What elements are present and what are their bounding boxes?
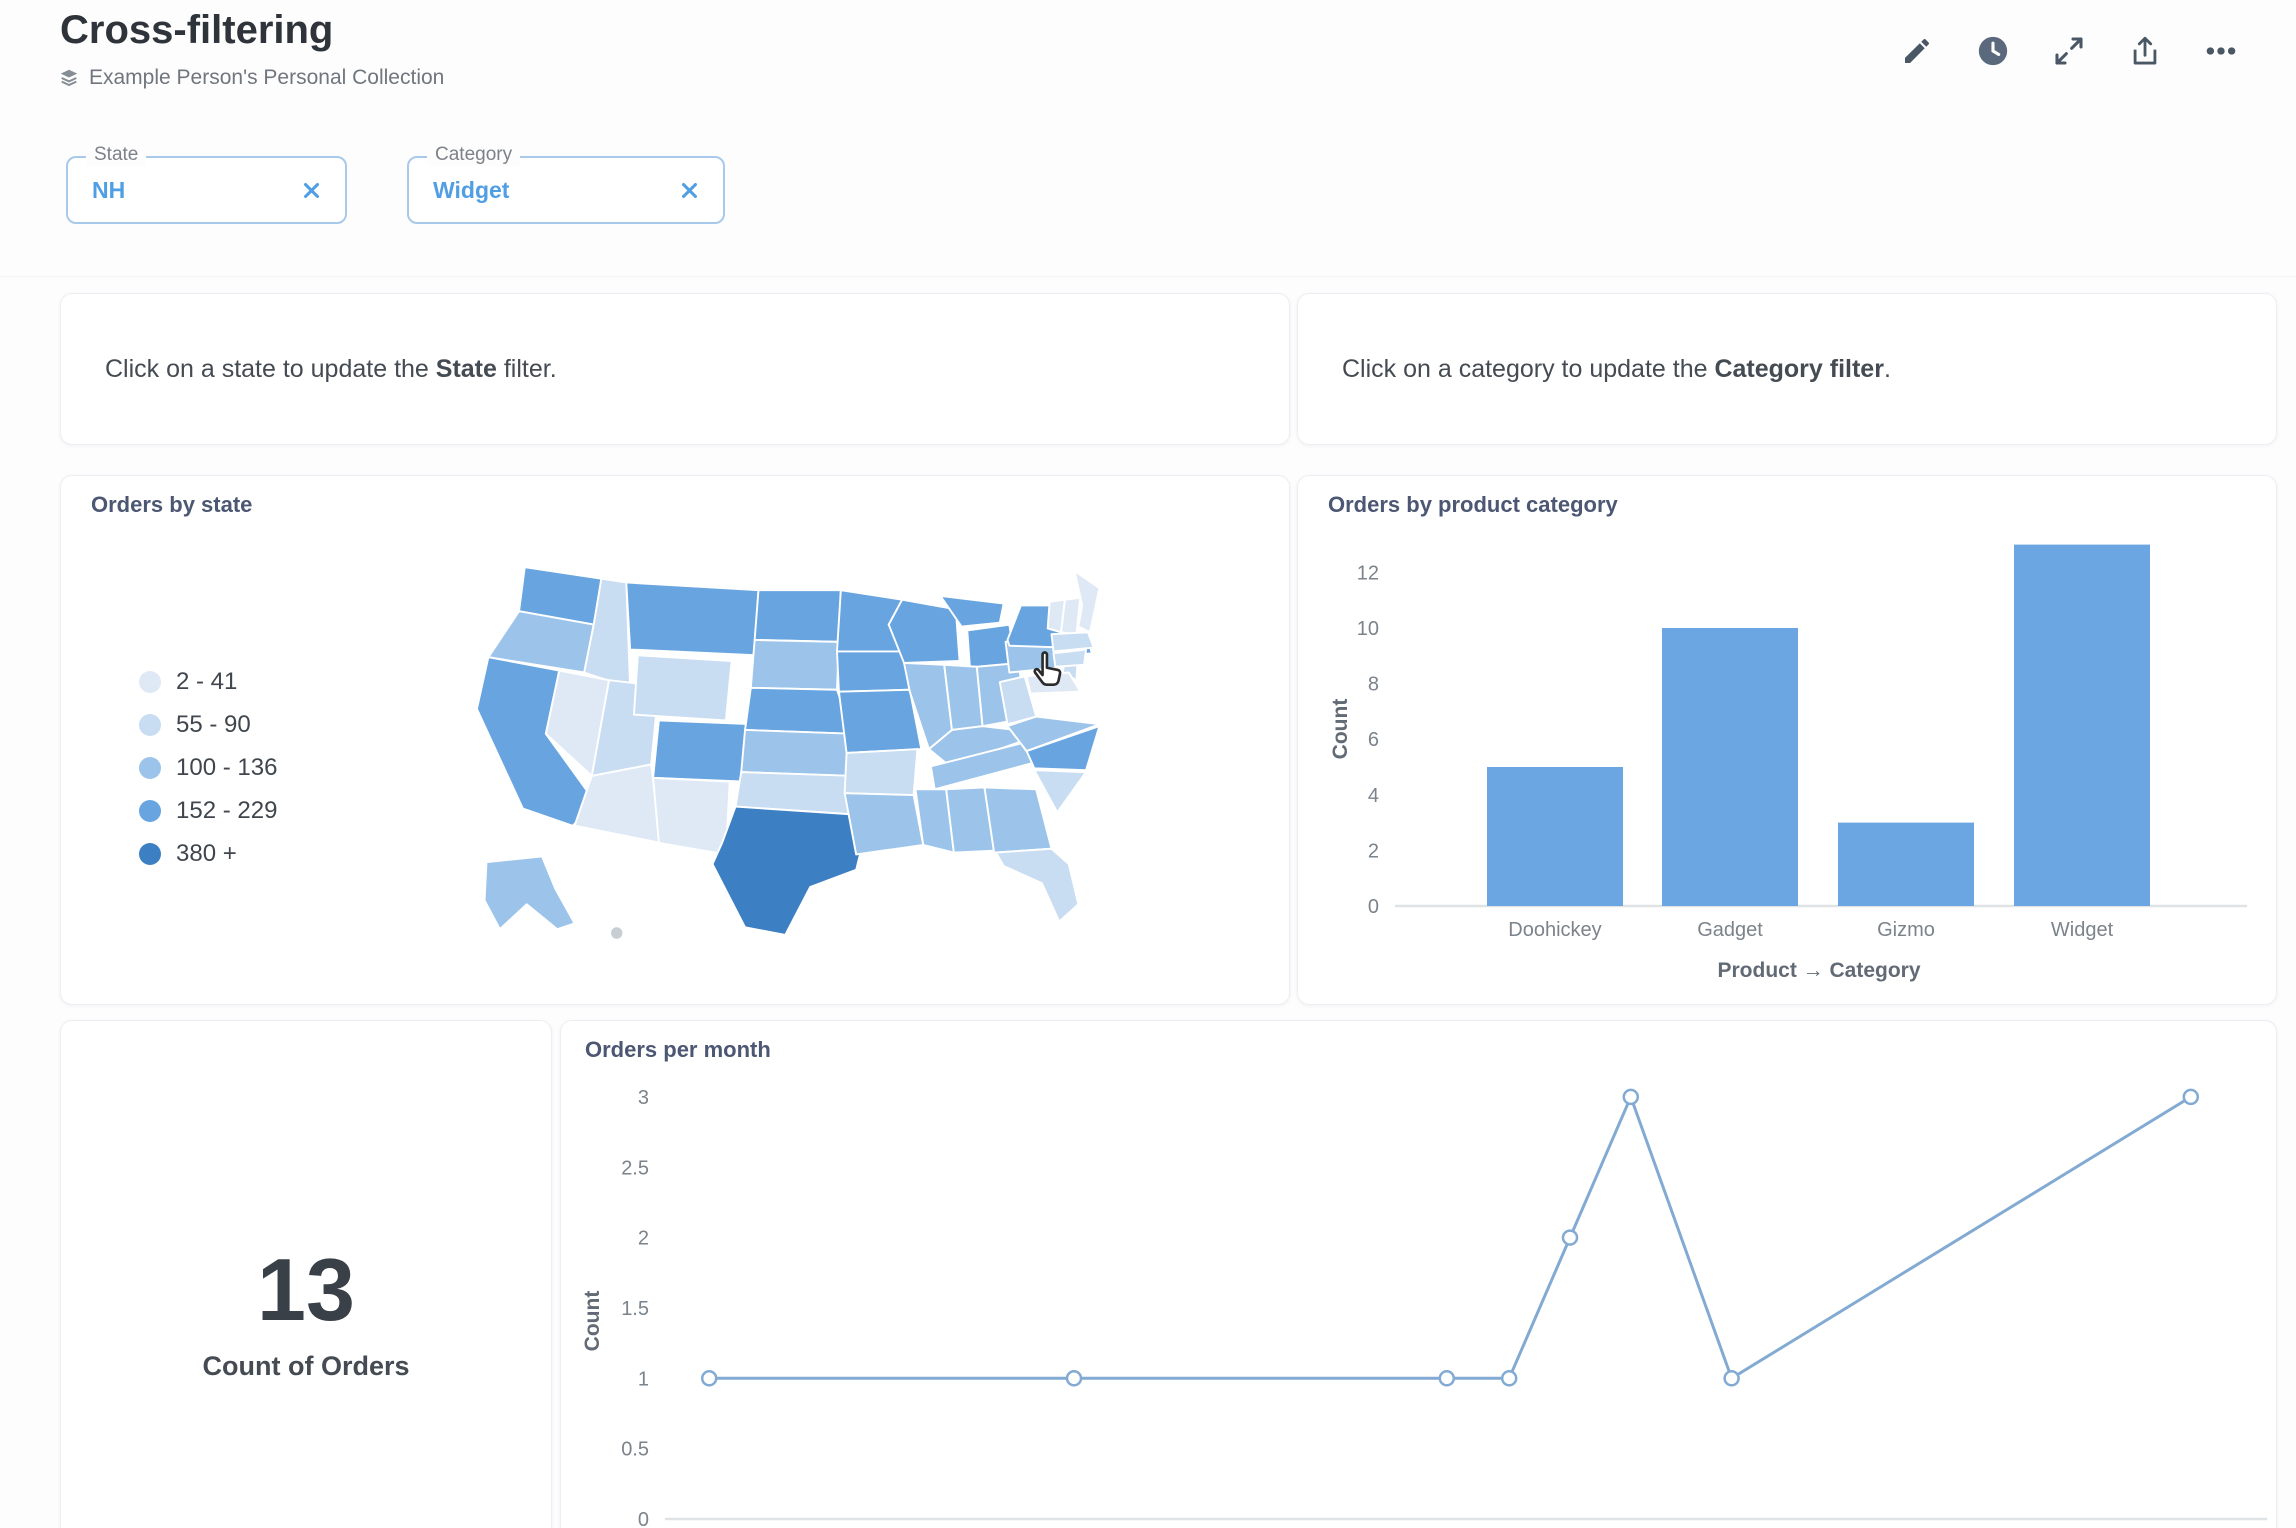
bar-y-axis-label: Count <box>1329 699 1352 760</box>
legend-swatch <box>139 757 161 779</box>
svg-text:0.5: 0.5 <box>621 1439 649 1461</box>
line-markers[interactable] <box>700 1088 2200 1387</box>
map-legend: 2 - 41 55 - 90 100 - 136 152 - 229 380 + <box>139 668 277 868</box>
share-icon[interactable] <box>2122 28 2168 74</box>
svg-text:3: 3 <box>638 1087 649 1109</box>
svg-text:6: 6 <box>1368 729 1379 751</box>
us-map[interactable] <box>429 546 1109 958</box>
legend-label: 55 - 90 <box>176 711 251 738</box>
category-filter-clear-icon[interactable] <box>680 181 699 200</box>
svg-text:Gadget: Gadget <box>1697 919 1763 941</box>
line-y-ticks: 0 0.5 1 1.5 2 2.5 3 <box>621 1087 649 1528</box>
state-filter[interactable]: State NH <box>66 144 347 224</box>
category-filter-label: Category <box>427 144 521 166</box>
state-filter-value: NH <box>92 176 126 203</box>
count-of-orders-card: 13 Count of Orders <box>60 1020 552 1528</box>
clock-history-icon[interactable] <box>1970 28 2016 74</box>
legend-label: 100 - 136 <box>176 754 278 781</box>
header-actions <box>1894 28 2244 74</box>
bar-x-ticks: Doohickey Gadget Gizmo Widget <box>1508 919 2113 941</box>
line-card-title: Orders per month <box>585 1037 771 1062</box>
legend-row: 55 - 90 <box>139 711 277 739</box>
text-card-category-content: Click on a category to update the Catego… <box>1342 354 1891 383</box>
line-series[interactable] <box>709 1092 2192 1381</box>
svg-text:12: 12 <box>1357 562 1379 584</box>
breadcrumb[interactable]: Example Person's Personal Collection <box>58 66 444 90</box>
svg-text:2: 2 <box>638 1228 649 1250</box>
svg-text:Gizmo: Gizmo <box>1877 919 1935 941</box>
text-card-state-content: Click on a state to update the State fil… <box>105 354 557 383</box>
scalar-label: Count of Orders <box>202 1351 410 1381</box>
text-card-category: Click on a category to update the Catego… <box>1297 293 2277 445</box>
collection-icon <box>58 67 80 89</box>
text-card-state: Click on a state to update the State fil… <box>60 293 1290 445</box>
legend-row: 100 - 136 <box>139 754 277 782</box>
svg-text:1.5: 1.5 <box>621 1298 649 1320</box>
orders-by-state-card: Orders by state 2 - 41 55 - 90 100 - 136… <box>60 475 1290 1005</box>
orders-per-month-card: Orders per month Count 0 0.5 1 1.5 2 2.5 3 <box>560 1020 2277 1528</box>
svg-text:Widget: Widget <box>2051 919 2114 941</box>
legend-swatch <box>139 843 161 865</box>
legend-row: 380 + <box>139 840 277 868</box>
state-filter-label: State <box>86 144 147 166</box>
svg-text:8: 8 <box>1368 674 1379 696</box>
bar-series[interactable] <box>1487 544 2150 906</box>
edit-pencil-icon[interactable] <box>1894 28 1940 74</box>
category-filter[interactable]: Category Widget <box>407 144 725 224</box>
category-filter-value: Widget <box>433 176 510 203</box>
bar-y-ticks: 0 2 4 6 8 10 12 <box>1357 562 1379 918</box>
svg-text:2.5: 2.5 <box>621 1157 649 1179</box>
page-title: Cross-filtering <box>60 8 334 52</box>
line-chart[interactable]: Count 0 0.5 1 1.5 2 2.5 3 <box>561 1021 2276 1528</box>
svg-text:10: 10 <box>1357 618 1379 640</box>
legend-row: 2 - 41 <box>139 668 277 696</box>
dashboard-header: Cross-filtering Example Person's Persona… <box>0 0 2296 120</box>
svg-text:0: 0 <box>1368 896 1379 918</box>
state-filter-clear-icon[interactable] <box>302 181 321 200</box>
legend-row: 152 - 229 <box>139 797 277 825</box>
legend-swatch <box>139 800 161 822</box>
header-divider <box>0 276 2296 277</box>
svg-text:Doohickey: Doohickey <box>1508 919 1601 941</box>
svg-text:0: 0 <box>638 1509 649 1528</box>
hand-cursor-icon <box>1029 648 1071 690</box>
collection-name: Example Person's Personal Collection <box>89 66 445 89</box>
bar-x-axis-label: Product → Category <box>1717 959 1920 982</box>
fullscreen-icon[interactable] <box>2046 28 2092 74</box>
bar-card-title: Orders by product category <box>1328 492 1618 517</box>
filter-bar: State NH Category Widget <box>66 144 725 224</box>
svg-text:4: 4 <box>1368 785 1379 807</box>
legend-label: 2 - 41 <box>176 668 238 695</box>
scalar-value: 13 <box>257 1240 355 1339</box>
legend-label: 380 + <box>176 840 237 867</box>
svg-text:1: 1 <box>638 1368 649 1390</box>
legend-swatch <box>139 714 161 736</box>
more-options-icon[interactable] <box>2198 28 2244 74</box>
legend-label: 152 - 229 <box>176 797 278 824</box>
map-card-title: Orders by state <box>91 492 253 517</box>
svg-text:2: 2 <box>1368 840 1379 862</box>
line-y-axis-label: Count <box>581 1291 604 1352</box>
orders-by-category-card: Orders by product category Count 0 2 4 6 8 10… <box>1297 475 2277 1005</box>
bar-chart[interactable]: Count 0 2 4 6 8 10 12 Doohickey Gadget Gizmo Widg… <box>1321 521 2261 1001</box>
legend-swatch <box>139 671 161 693</box>
